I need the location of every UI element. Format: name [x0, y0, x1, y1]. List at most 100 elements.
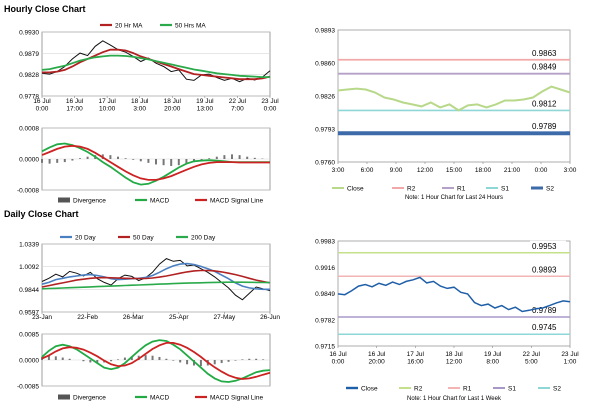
hourly-levels-legend-label: S2 [546, 186, 554, 193]
hourly-levels-level-label: 0.9849 [532, 63, 557, 72]
daily-price-series-line [41, 269, 271, 288]
daily-price-series-line [41, 281, 271, 290]
hourly-price-legend-label: 20 Hr MA [115, 23, 143, 30]
hourly-levels-close-line [337, 85, 571, 112]
daily-macd-ytick: 0.0085 [19, 332, 39, 339]
hourly-macd-legend-swatch [58, 197, 70, 203]
daily-levels-legend-label: S1 [508, 386, 516, 393]
daily-levels-note: Note: 1 Hour Chart for Last 1 Week [407, 396, 502, 402]
hourly-section-title: Hourly Close Chart [4, 4, 86, 14]
hourly-macd-ytick: -0.0008 [17, 188, 39, 195]
daily-macd-legend-swatch [58, 394, 70, 400]
daily-price-xtick: 23-Jan [32, 314, 52, 321]
daily-levels-xtick: 17 Jul 16:00 [407, 351, 425, 366]
hourly-price-ytick: 0.9778 [19, 94, 39, 101]
hourly-levels-level-label: 0.9812 [532, 99, 557, 108]
hourly-macd-legend-label: Divergence [73, 198, 106, 205]
daily-levels-xtick: 22 Jul 5:00 [523, 351, 541, 366]
daily-price-ytick: 1.0092 [19, 264, 39, 271]
daily-price-legend-label: 50 Day [133, 235, 154, 242]
hourly-levels-note: Note: 1 Hour Chart for Last 24 Hours [405, 195, 503, 201]
hourly-price-ytick: 0.9879 [19, 51, 39, 58]
hourly-levels-xtick: 6:00 [361, 167, 374, 174]
daily-levels-close-line [337, 276, 571, 313]
daily-price-xtick: 26-Jun [260, 314, 280, 321]
hourly-price-xtick: 16 Jul 17:00 [66, 98, 84, 113]
daily-levels-level-label: 0.9745 [532, 323, 557, 332]
daily-levels-xtick: 19 Jul 8:00 [484, 351, 502, 366]
daily-levels-level-label: 0.9789 [532, 306, 557, 315]
daily-price-xtick: 22-Feb [77, 314, 98, 321]
daily-section-title: Daily Close Chart [4, 209, 79, 219]
hourly-price-ytick: 0.9828 [19, 72, 39, 79]
hourly-price-xtick: 17 Jul 10:00 [98, 98, 116, 113]
hourly-levels-label-bg [530, 61, 566, 72]
hourly-levels-legend-label: Close [347, 186, 364, 193]
hourly-macd-legend-label: MACD Signal Line [210, 198, 263, 205]
hourly-levels-legend-label: R2 [407, 186, 416, 193]
hourly-levels-ytick: 0.9893 [315, 28, 335, 35]
hourly-levels-xtick: 12:00 [417, 167, 434, 174]
hourly-price-xtick: 16 Jul 0:00 [33, 98, 51, 113]
daily-levels-legend-label: S2 [553, 386, 561, 393]
hourly-macd-signal-line [41, 144, 270, 181]
daily-price-xtick: 27-May [214, 314, 236, 321]
hourly-price-ytick: 0.9930 [19, 30, 39, 37]
daily-levels-level-label: 0.9893 [532, 265, 557, 274]
daily-levels-xtick: 16 Jul 0:00 [329, 351, 347, 366]
hourly-price-xtick: 18 Jul 20:00 [164, 98, 182, 113]
daily-levels-xtick: 18 Jul 12:00 [445, 351, 463, 366]
daily-levels-ytick: 0.9983 [315, 239, 335, 246]
hourly-levels-xtick: 3:00 [332, 167, 345, 174]
hourly-levels-legend-label: R1 [457, 186, 466, 193]
daily-price-series-line [41, 258, 271, 301]
hourly-levels-label-bg [530, 121, 566, 132]
hourly-levels-level-label: 0.9789 [532, 122, 557, 131]
hourly-levels-legend-label: S1 [501, 186, 509, 193]
daily-levels-label-bg [530, 264, 566, 275]
hourly-price-xtick: 18 Jul 3:00 [131, 98, 149, 113]
daily-price-ytick: 0.9844 [19, 287, 39, 294]
hourly-levels-xtick: 15:00 [446, 167, 463, 174]
hourly-levels-ytick: 0.9826 [315, 94, 335, 101]
daily-price-xtick: 25-Apr [169, 314, 189, 321]
hourly-price-legend-label: 50 Hrs MA [175, 23, 206, 30]
hourly-macd-ytick: 0.0008 [19, 126, 39, 133]
hourly-levels-ytick: 0.9793 [315, 127, 335, 134]
daily-macd-legend-label: MACD [150, 395, 169, 402]
daily-levels-ytick: 0.9715 [315, 344, 335, 351]
daily-levels-legend-label: R2 [414, 386, 423, 393]
daily-levels-xtick: 23 Jul 1:00 [561, 351, 579, 366]
daily-levels-level-label: 0.9953 [532, 242, 557, 251]
daily-levels-legend-label: R1 [463, 386, 472, 393]
hourly-macd-legend-label: MACD [150, 198, 169, 205]
hourly-levels-xtick: 9:00 [390, 167, 403, 174]
daily-levels-ytick: 0.9916 [315, 265, 335, 272]
hourly-price-xtick: 22 Jul 7:00 [229, 98, 247, 113]
daily-macd-ytick: 0.0000 [19, 358, 39, 365]
hourly-price-xtick: 19 Jul 13:00 [196, 98, 214, 113]
hourly-levels-label-bg [530, 47, 566, 58]
hourly-price-frame [41, 31, 271, 97]
daily-levels-label-bg [530, 322, 566, 333]
daily-price-ytick: 0.9597 [19, 310, 39, 317]
hourly-levels-ytick: 0.9760 [315, 160, 335, 167]
hourly-levels-label-bg [530, 98, 566, 109]
daily-price-legend-label: 20 Day [75, 235, 96, 242]
daily-price-legend-label: 200 Day [191, 235, 216, 242]
hourly-levels-xtick: 18:00 [475, 167, 492, 174]
daily-macd-legend-label: MACD Signal Line [210, 395, 263, 402]
daily-macd-line [41, 339, 271, 383]
daily-levels-legend-label: Close [361, 386, 378, 393]
hourly-price-series-line [41, 54, 270, 78]
daily-price-xtick: 26-Mar [123, 314, 144, 321]
hourly-levels-xtick: 3:00 [564, 167, 577, 174]
hourly-macd-ytick: 0.0000 [19, 157, 39, 164]
hourly-levels-level-label: 0.9863 [532, 49, 557, 58]
daily-macd-signal-line [41, 342, 271, 380]
daily-levels-ytick: 0.9782 [315, 317, 335, 324]
daily-price-series-line [41, 262, 270, 291]
daily-levels-label-bg [530, 240, 566, 251]
hourly-levels-ytick: 0.9860 [315, 61, 335, 68]
